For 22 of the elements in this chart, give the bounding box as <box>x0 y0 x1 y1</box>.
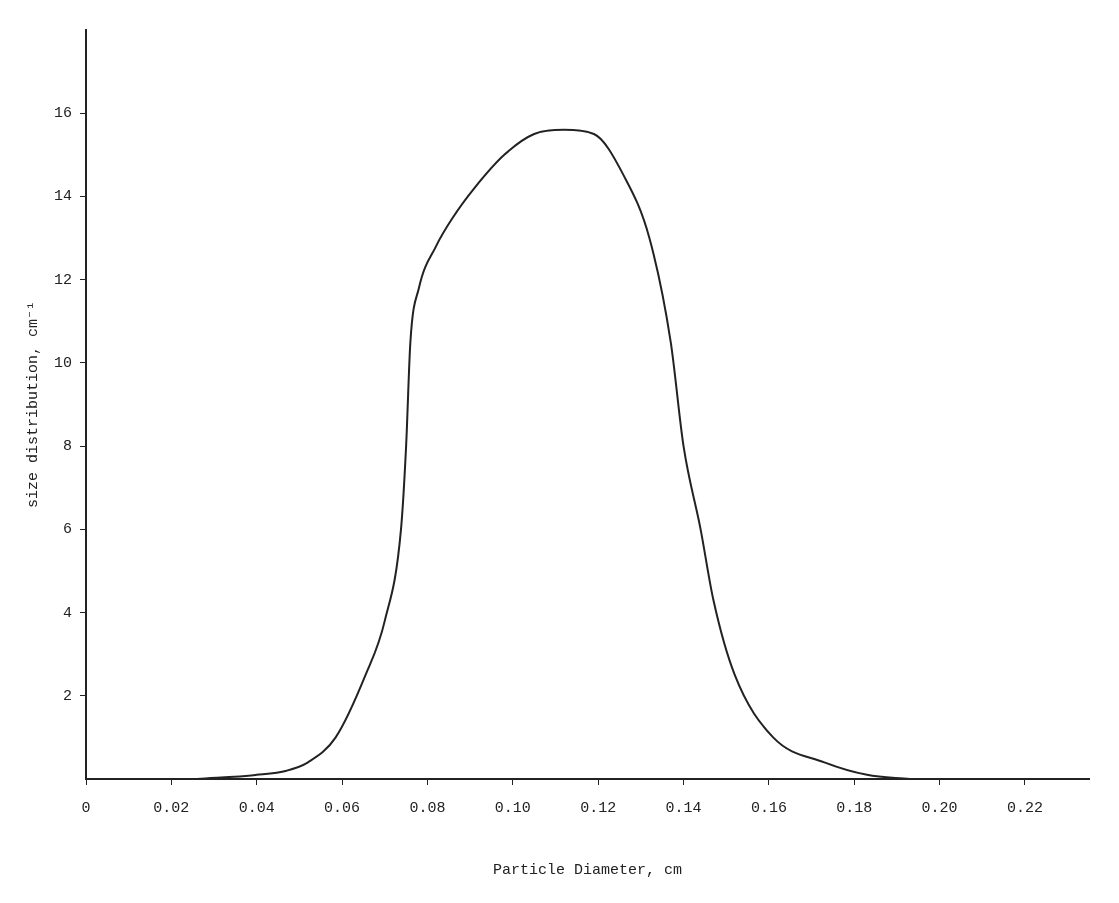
y-tick-label: 10 <box>53 354 72 372</box>
y-tick-label: 12 <box>53 271 72 289</box>
x-tick-label: 0.04 <box>238 799 275 817</box>
x-tick-label: 0.20 <box>921 799 958 817</box>
x-tick-label: 0.16 <box>750 799 787 817</box>
x-tick-label: 0.22 <box>1006 799 1043 817</box>
y-tick-label: 4 <box>62 604 72 622</box>
x-tick-label: 0.08 <box>409 799 446 817</box>
y-tick-label: 6 <box>62 521 72 539</box>
y-tick-label: 2 <box>62 687 72 705</box>
x-axis-title: Particle Diameter, cm <box>492 861 683 879</box>
x-tick-label: 0.06 <box>324 799 361 817</box>
y-axis-title: size distribution, cm⁻¹ <box>24 300 42 509</box>
y-tick-label: 14 <box>53 188 72 206</box>
x-tick-label: 0.14 <box>665 799 702 817</box>
x-tick-label: 0.02 <box>153 799 190 817</box>
y-tick-label: 8 <box>62 438 72 456</box>
x-tick-label: 0.10 <box>494 799 531 817</box>
y-tick-label: 16 <box>53 105 72 123</box>
x-tick-label: 0.18 <box>836 799 873 817</box>
x-tick-label: 0.12 <box>580 799 617 817</box>
x-tick-label: 0 <box>81 799 91 817</box>
